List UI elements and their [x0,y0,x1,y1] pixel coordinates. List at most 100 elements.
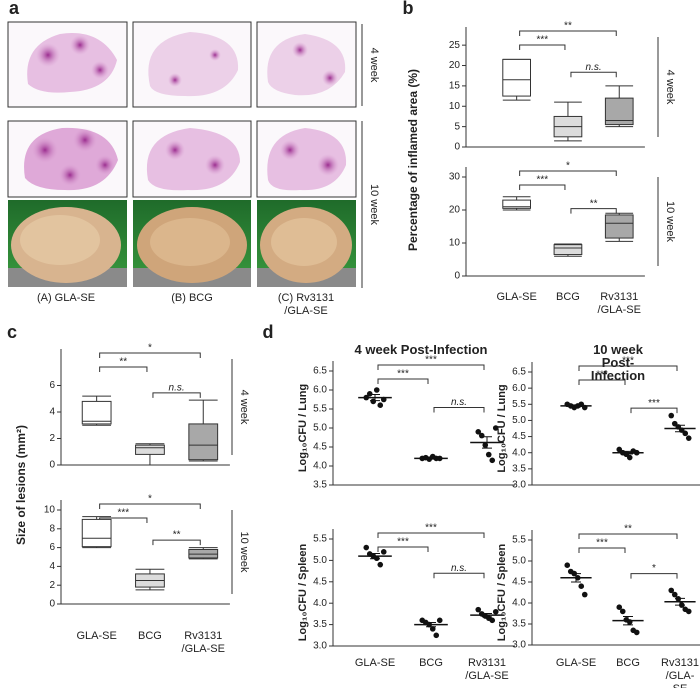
y-tick-label: 15 [449,81,461,92]
box [553,244,583,256]
y-axis-title: Size of lesions (mm²) [14,425,28,545]
error-bar [571,404,581,408]
y-tick-label: 10 [449,101,461,112]
significance-label: *** [397,537,409,548]
error-bar [426,621,436,628]
significance-bracket [578,365,678,371]
data-point [429,626,436,632]
significance-bracket [433,572,485,579]
data-point [581,591,588,598]
column-title: 4 week Post-Infection [354,342,488,357]
column-title: 10 week Post-Infection [590,342,646,383]
panel-label: b [402,0,414,18]
data-point [363,544,370,551]
data-point [685,608,692,615]
significance-bracket [377,546,429,552]
error-bar [571,573,581,583]
significance-label: n.s. [586,62,602,73]
significance-label: *** [596,538,608,549]
row-label: 10 week [368,184,380,225]
y-tick-label: 0 [454,142,460,153]
column-label: (C) Rv3131 /GLA-SE [277,292,335,317]
significance-label: * [148,494,152,505]
y-tick-label: 2 [49,580,55,591]
y-tick-label: 6 [49,542,55,553]
significance-bracket [570,71,617,78]
data-point [492,425,499,431]
y-tick-label: 6.0 [512,383,526,394]
significance-bracket [578,533,678,539]
box [81,518,112,548]
data-point [668,587,675,594]
image-row-3 [8,200,356,287]
row-label: 4 week [368,48,380,83]
significance-label: * [566,161,570,172]
significance-label: n.s. [451,563,467,574]
y-tick-label: 3.5 [512,619,526,630]
y-axis-title: Log₁₀CFU / Lung [496,384,508,472]
y-tick-label: 4 [49,407,55,418]
y-tick-label: 3.0 [512,480,526,491]
y-axis-title: Percentage of inflamed area (%) [406,69,420,251]
y-tick-label: 4.5 [313,576,327,587]
significance-bracket [433,406,485,413]
data-point [685,435,692,441]
data-point [633,629,640,636]
x-tick-label: BCG [138,630,162,642]
significance-label: n.s. [169,383,185,394]
data-point [373,387,380,393]
y-tick-label: 6 [49,380,55,391]
significance-label: *** [425,355,437,366]
data-point [564,562,571,568]
box [604,214,634,239]
y-tick-label: 5.0 [512,556,526,567]
error-bar [623,450,633,455]
image-row-2 [7,120,357,198]
significance-label: n.s. [451,397,467,408]
box [188,423,219,461]
significance-bracket [152,392,201,398]
y-tick-label: 4.5 [512,431,526,442]
y-tick-label: 2 [49,433,55,444]
box [502,199,532,209]
x-tick-label: Rv3131 /GLA-SE [661,657,699,688]
y-tick-label: 5 [454,121,460,132]
y-tick-label: 5.5 [313,534,327,545]
y-tick-label: 4.0 [512,598,526,609]
significance-bracket [377,532,485,538]
x-tick-label: GLA-SE [496,291,537,303]
significance-label: ** [173,530,181,541]
significance-label: *** [397,369,409,380]
significance-bracket [377,378,429,384]
data-point [436,617,443,624]
significance-bracket [99,352,201,358]
x-tick-label: Rv3131 /GLA-SE [597,291,641,316]
data-point [668,412,675,419]
data-point [380,549,387,555]
significance-bracket [519,170,617,176]
column-label: (A) GLA-SE [36,292,96,304]
y-tick-label: 0 [454,271,460,282]
data-point [619,608,626,615]
y-tick-label: 5.0 [313,555,327,566]
y-tick-label: 5.0 [512,415,526,426]
histology-images [7,21,357,287]
data-point [475,429,482,435]
significance-bracket [578,547,626,553]
data-point [616,604,623,610]
y-tick-label: 5.5 [313,404,327,415]
significance-label: *** [117,508,129,519]
significance-bracket [578,379,626,385]
y-tick-label: 3.0 [512,640,526,651]
side-label: 4 week [664,70,676,105]
significance-label: ** [624,524,632,535]
x-tick-label: BCG [616,657,640,669]
y-tick-label: 6.5 [512,367,526,378]
data-point [489,617,496,624]
significance-label: *** [536,35,548,46]
y-tick-label: 4.0 [313,461,327,472]
significance-bracket [99,366,148,372]
image-row-1 [7,21,357,108]
